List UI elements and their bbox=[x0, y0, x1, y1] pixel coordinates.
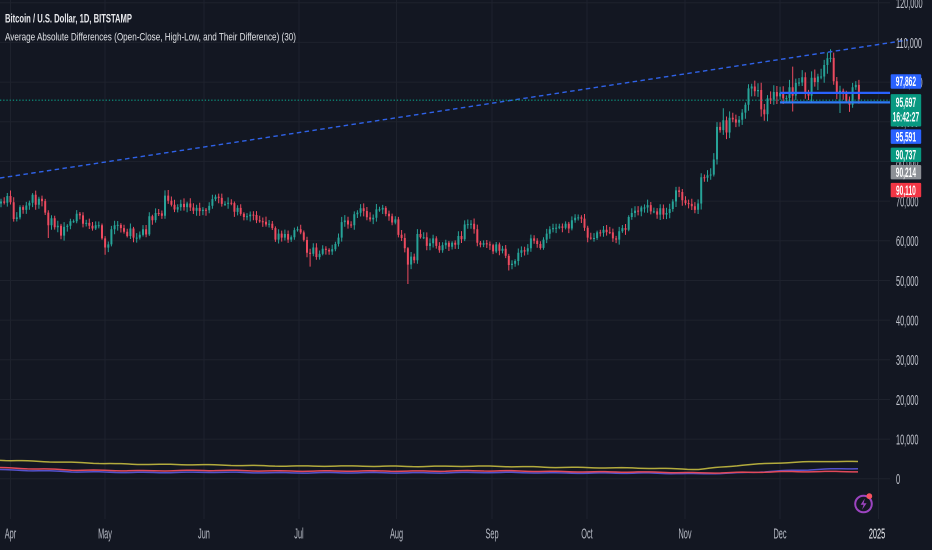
svg-text:Sep: Sep bbox=[485, 525, 498, 543]
svg-text:90,110: 90,110 bbox=[896, 183, 916, 198]
svg-text:90,214: 90,214 bbox=[896, 166, 916, 181]
svg-text:110,000: 110,000 bbox=[896, 34, 922, 52]
svg-text:60,000: 60,000 bbox=[896, 232, 919, 250]
svg-text:90,737: 90,737 bbox=[896, 148, 916, 163]
svg-text:Bitcoin / U.S. Dollar, 1D, BIT: Bitcoin / U.S. Dollar, 1D, BITSTAMP bbox=[5, 11, 132, 25]
svg-text:95,697: 95,697 bbox=[896, 95, 916, 110]
svg-text:Jun: Jun bbox=[198, 525, 210, 543]
svg-text:2025: 2025 bbox=[869, 525, 886, 543]
svg-text:Oct: Oct bbox=[581, 525, 593, 543]
svg-text:Jul: Jul bbox=[294, 525, 303, 543]
svg-text:May: May bbox=[98, 525, 112, 543]
svg-text:Dec: Dec bbox=[773, 525, 786, 543]
svg-text:120,000: 120,000 bbox=[896, 0, 923, 12]
svg-text:30,000: 30,000 bbox=[896, 351, 919, 369]
svg-text:10,000: 10,000 bbox=[896, 431, 919, 449]
svg-text:0: 0 bbox=[896, 470, 900, 488]
svg-text:97,862: 97,862 bbox=[896, 75, 916, 90]
svg-text:16:42:27: 16:42:27 bbox=[893, 110, 920, 125]
svg-text:40,000: 40,000 bbox=[896, 312, 919, 330]
svg-text:95,591: 95,591 bbox=[896, 130, 916, 145]
svg-text:Average Absolute Differences (: Average Absolute Differences (Open-Close… bbox=[5, 31, 296, 43]
svg-text:Aug: Aug bbox=[390, 525, 403, 543]
svg-text:20,000: 20,000 bbox=[896, 391, 919, 409]
svg-text:Apr: Apr bbox=[5, 525, 16, 543]
svg-text:50,000: 50,000 bbox=[896, 272, 919, 290]
svg-text:Nov: Nov bbox=[678, 525, 691, 543]
